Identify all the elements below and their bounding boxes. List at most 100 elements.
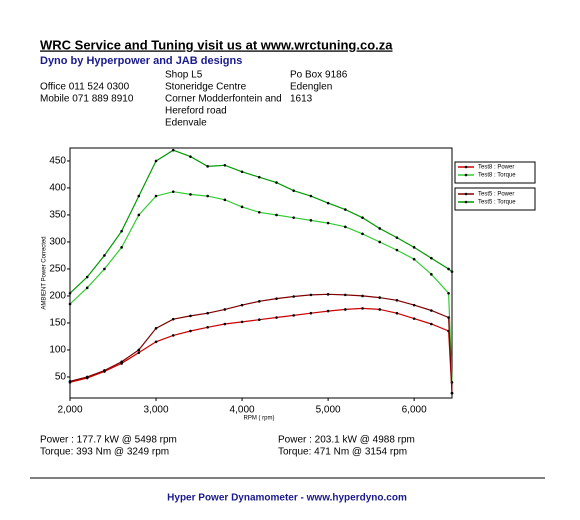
data-point (240, 320, 244, 324)
data-point (154, 340, 158, 344)
data-point (154, 159, 158, 163)
data-point (412, 246, 416, 249)
data-point (395, 298, 399, 302)
data-point (240, 303, 244, 307)
data-point (85, 286, 89, 290)
x-tick-label: 5,000 (316, 405, 341, 416)
y-tick-label: 400 (49, 183, 66, 194)
data-point (120, 360, 123, 364)
data-point (189, 193, 192, 196)
y-tick-label: 450 (49, 156, 66, 167)
data-point (430, 273, 433, 276)
data-point (292, 295, 295, 298)
data-point (137, 348, 141, 352)
plot-frame (69, 147, 453, 399)
data-point (275, 181, 278, 184)
data-point (361, 232, 364, 236)
data-point (85, 375, 89, 379)
data-point (309, 194, 313, 198)
data-point (412, 303, 416, 307)
series-line (69, 307, 453, 394)
x-tick-label: 4,000 (230, 405, 255, 416)
postal: 1613 (290, 94, 313, 105)
data-point (154, 327, 158, 330)
legend-box (454, 161, 536, 184)
data-point (240, 170, 244, 174)
data-point (275, 297, 278, 300)
data-point (344, 293, 347, 297)
legend-label: Test5 : Torque (478, 200, 516, 206)
data-point (395, 236, 399, 239)
data-point (412, 317, 416, 320)
footer: Hyper Power Dynamometer - www.hyperdyno.… (167, 493, 407, 504)
data-point (430, 256, 433, 260)
postal: Po Box 9186 (290, 70, 348, 81)
y-tick-label: 250 (49, 264, 66, 275)
data-point (154, 194, 158, 198)
data-point (292, 189, 295, 192)
x-tick-label: 6,000 (402, 405, 427, 416)
phone: Office 011 524 0300 (40, 82, 130, 93)
address: Shop L5 (165, 70, 203, 81)
data-point (447, 316, 450, 319)
data-point (292, 216, 295, 219)
legend-label: Test8 : Power (478, 165, 514, 171)
data-point (344, 308, 347, 311)
data-point (189, 155, 192, 158)
result: Torque: 393 Nm @ 3249 rpm (40, 447, 169, 458)
data-point (450, 270, 454, 273)
data-point (378, 227, 382, 230)
address: Edenvale (165, 118, 207, 129)
y-axis-label: AMBIENT Power Corrected (42, 236, 48, 309)
series-line (69, 293, 453, 394)
data-point (309, 293, 313, 297)
result: Power : 203.1 kW @ 4988 rpm (278, 435, 415, 446)
y-tick-label: 300 (49, 237, 66, 248)
data-point (137, 194, 141, 198)
data-point (292, 314, 295, 317)
data-point (223, 198, 227, 202)
data-point (361, 307, 364, 310)
data-point (326, 221, 330, 225)
data-point (257, 210, 261, 214)
data-point (240, 205, 244, 209)
data-point (378, 296, 382, 299)
data-point (223, 163, 227, 167)
legend-marker (464, 173, 468, 177)
data-point (171, 148, 175, 152)
data-point (447, 291, 450, 295)
data-point (206, 165, 209, 168)
data-point (361, 216, 364, 219)
data-point (309, 311, 313, 315)
phone: Mobile 071 889 8910 (40, 94, 134, 105)
data-point (120, 229, 123, 233)
data-point (395, 311, 399, 315)
data-point (103, 267, 106, 271)
data-point (223, 322, 227, 326)
data-point (257, 300, 261, 303)
data-point (257, 175, 261, 179)
address: Stoneridge Centre (165, 82, 247, 93)
data-point (103, 254, 106, 257)
y-tick-label: 150 (49, 318, 66, 329)
series-line (69, 191, 453, 383)
data-point (361, 294, 364, 298)
result: Torque: 471 Nm @ 3154 rpm (278, 447, 407, 458)
data-point (344, 225, 347, 229)
data-point (171, 334, 175, 337)
legend-marker (464, 165, 468, 169)
data-point (189, 314, 192, 318)
y-tick-label: 200 (49, 291, 66, 302)
data-point (68, 379, 72, 383)
data-point (171, 190, 175, 194)
data-point (326, 293, 330, 296)
data-point (85, 275, 89, 279)
data-point (137, 351, 141, 354)
address: Hereford road (165, 106, 227, 117)
legend-marker (464, 192, 468, 196)
x-axis-label: RPM ( rpm) (244, 416, 275, 422)
data-point (326, 201, 330, 205)
data-point (378, 308, 382, 311)
y-tick-label: 50 (55, 372, 67, 383)
